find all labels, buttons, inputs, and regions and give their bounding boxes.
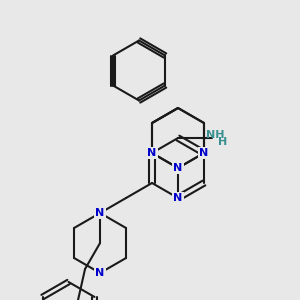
Text: H: H (218, 137, 228, 147)
Text: N: N (95, 208, 105, 218)
Text: N: N (173, 163, 183, 173)
Text: N: N (200, 148, 208, 158)
Text: NH: NH (206, 130, 224, 140)
Text: N: N (95, 268, 105, 278)
Text: N: N (173, 193, 183, 203)
Text: N: N (147, 148, 157, 158)
Text: N: N (95, 208, 105, 218)
